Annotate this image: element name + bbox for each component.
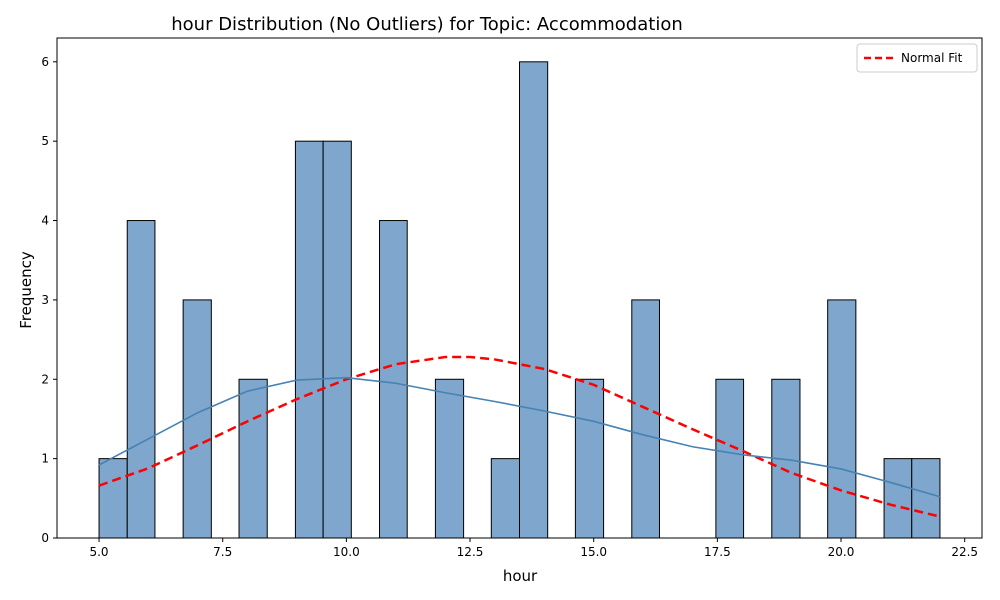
legend-box (856, 43, 978, 73)
histogram-bar-2 (182, 299, 212, 539)
x-tick-label: 5.0 (89, 545, 108, 559)
histogram-bar-9 (519, 61, 549, 539)
histogram-bar-6 (379, 220, 408, 539)
y-tick-label: 0 (41, 531, 49, 545)
plot-frame (56, 37, 983, 539)
histogram-bar-10 (574, 378, 605, 539)
x-axis-ticks: 5.0 7.5 10.0 12.5 15.0 17.5 20.0 22.5 (89, 538, 978, 559)
bars-layer (98, 61, 941, 539)
y-axis-ticks: 0 1 2 3 4 5 6 (41, 55, 57, 545)
lines-layer (98, 355, 941, 518)
normal-fit-line (98, 355, 941, 518)
histogram-bar-12 (715, 378, 745, 539)
legend: Normal Fit (856, 43, 978, 73)
x-tick-label: 7.5 (213, 545, 232, 559)
x-tick-label: 20.0 (828, 545, 855, 559)
y-tick-label: 1 (41, 452, 49, 466)
legend-normal-fit-label: Normal Fit (901, 51, 963, 65)
x-tick-label: 10.0 (333, 545, 360, 559)
histogram-bar-3 (238, 378, 268, 539)
y-tick-label: 3 (41, 293, 49, 307)
x-tick-label: 17.5 (704, 545, 731, 559)
x-tick-label: 12.5 (457, 545, 484, 559)
histogram-bar-5 (322, 140, 352, 539)
histogram-bar-16 (911, 458, 941, 539)
y-tick-label: 6 (41, 55, 49, 69)
x-tick-label: 22.5 (951, 545, 978, 559)
histogram-bar-4 (294, 140, 324, 539)
chart-title: hour Distribution (No Outliers) for Topi… (171, 14, 683, 35)
y-tick-label: 5 (41, 134, 49, 148)
histogram-bar-1 (126, 220, 156, 539)
histogram-bar-15 (883, 458, 913, 539)
y-tick-label: 4 (41, 214, 49, 228)
histogram-bar-11 (631, 299, 660, 539)
histogram-bar-14 (827, 299, 857, 539)
histogram-bar-8 (490, 458, 520, 539)
x-axis-title: hour (503, 567, 538, 585)
histogram-bar-0 (98, 458, 128, 539)
y-axis-title: Frequency (17, 251, 35, 329)
histogram-bar-7 (434, 378, 465, 539)
y-tick-label: 2 (41, 372, 49, 386)
x-tick-label: 15.0 (580, 545, 607, 559)
kde-line (98, 376, 941, 498)
